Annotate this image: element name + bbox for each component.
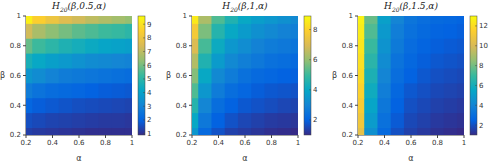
svg-text:0.4: 0.4	[176, 102, 188, 110]
svg-text:0.4: 0.4	[379, 139, 391, 147]
svg-text:8: 8	[313, 26, 317, 34]
svg-text:0.6: 0.6	[176, 72, 188, 80]
svg-text:0.4: 0.4	[10, 102, 22, 110]
svg-text:4: 4	[479, 102, 484, 110]
svg-text:0.8: 0.8	[342, 42, 353, 50]
svg-text:0.4: 0.4	[342, 102, 354, 110]
svg-text:6: 6	[313, 56, 318, 64]
svg-text:0.2: 0.2	[176, 131, 187, 139]
svg-text:0.6: 0.6	[405, 139, 417, 147]
svg-text:α: α	[408, 154, 413, 163]
svg-text:0.6: 0.6	[342, 72, 354, 80]
svg-text:6: 6	[479, 82, 484, 90]
svg-text:3: 3	[147, 103, 151, 111]
svg-text:0.2: 0.2	[342, 131, 353, 139]
svg-text:0.6: 0.6	[10, 72, 22, 80]
svg-text:β: β	[166, 71, 171, 80]
svg-text:0.4: 0.4	[47, 139, 59, 147]
svg-text:9: 9	[147, 21, 151, 29]
svg-text:0.6: 0.6	[239, 139, 251, 147]
svg-text:1: 1	[17, 12, 21, 20]
svg-text:2: 2	[479, 122, 483, 130]
svg-text:1: 1	[183, 12, 187, 20]
svg-text:1: 1	[147, 130, 151, 138]
svg-text:1: 1	[296, 139, 300, 147]
svg-text:0.8: 0.8	[176, 42, 187, 50]
svg-text:1: 1	[462, 139, 466, 147]
svg-text:0.4: 0.4	[213, 139, 225, 147]
svg-text:4: 4	[313, 86, 318, 94]
svg-text:0.8: 0.8	[266, 139, 277, 147]
svg-text:1: 1	[130, 139, 134, 147]
html-text:H20(β,1.5,α): H20(β,1.5,α)	[384, 1, 438, 13]
svg-text:2: 2	[147, 116, 151, 124]
svg-text:8: 8	[479, 62, 483, 70]
svg-text:0.2: 0.2	[10, 131, 21, 139]
svg-text:α: α	[76, 154, 81, 163]
svg-text:7: 7	[147, 48, 151, 56]
svg-text:6: 6	[147, 62, 152, 70]
html-text:H20(β,1,α): H20(β,1,α)	[222, 1, 268, 13]
svg-text:0.8: 0.8	[10, 42, 21, 50]
svg-text:2: 2	[313, 116, 317, 124]
html-text:H20(β,0.5,α): H20(β,0.5,α)	[52, 1, 106, 13]
svg-text:12: 12	[479, 22, 488, 30]
svg-text:β: β	[332, 71, 337, 80]
svg-text:10: 10	[479, 42, 488, 50]
svg-text:0.2: 0.2	[186, 139, 197, 147]
svg-text:8: 8	[147, 34, 151, 42]
svg-text:1: 1	[349, 12, 353, 20]
svg-text:0.8: 0.8	[100, 139, 111, 147]
svg-text:α: α	[242, 154, 247, 163]
svg-text:4: 4	[147, 89, 152, 97]
svg-text:5: 5	[147, 75, 151, 83]
svg-text:0.2: 0.2	[20, 139, 31, 147]
svg-text:0.2: 0.2	[352, 139, 363, 147]
svg-text:0.8: 0.8	[432, 139, 443, 147]
svg-text:0.6: 0.6	[73, 139, 85, 147]
